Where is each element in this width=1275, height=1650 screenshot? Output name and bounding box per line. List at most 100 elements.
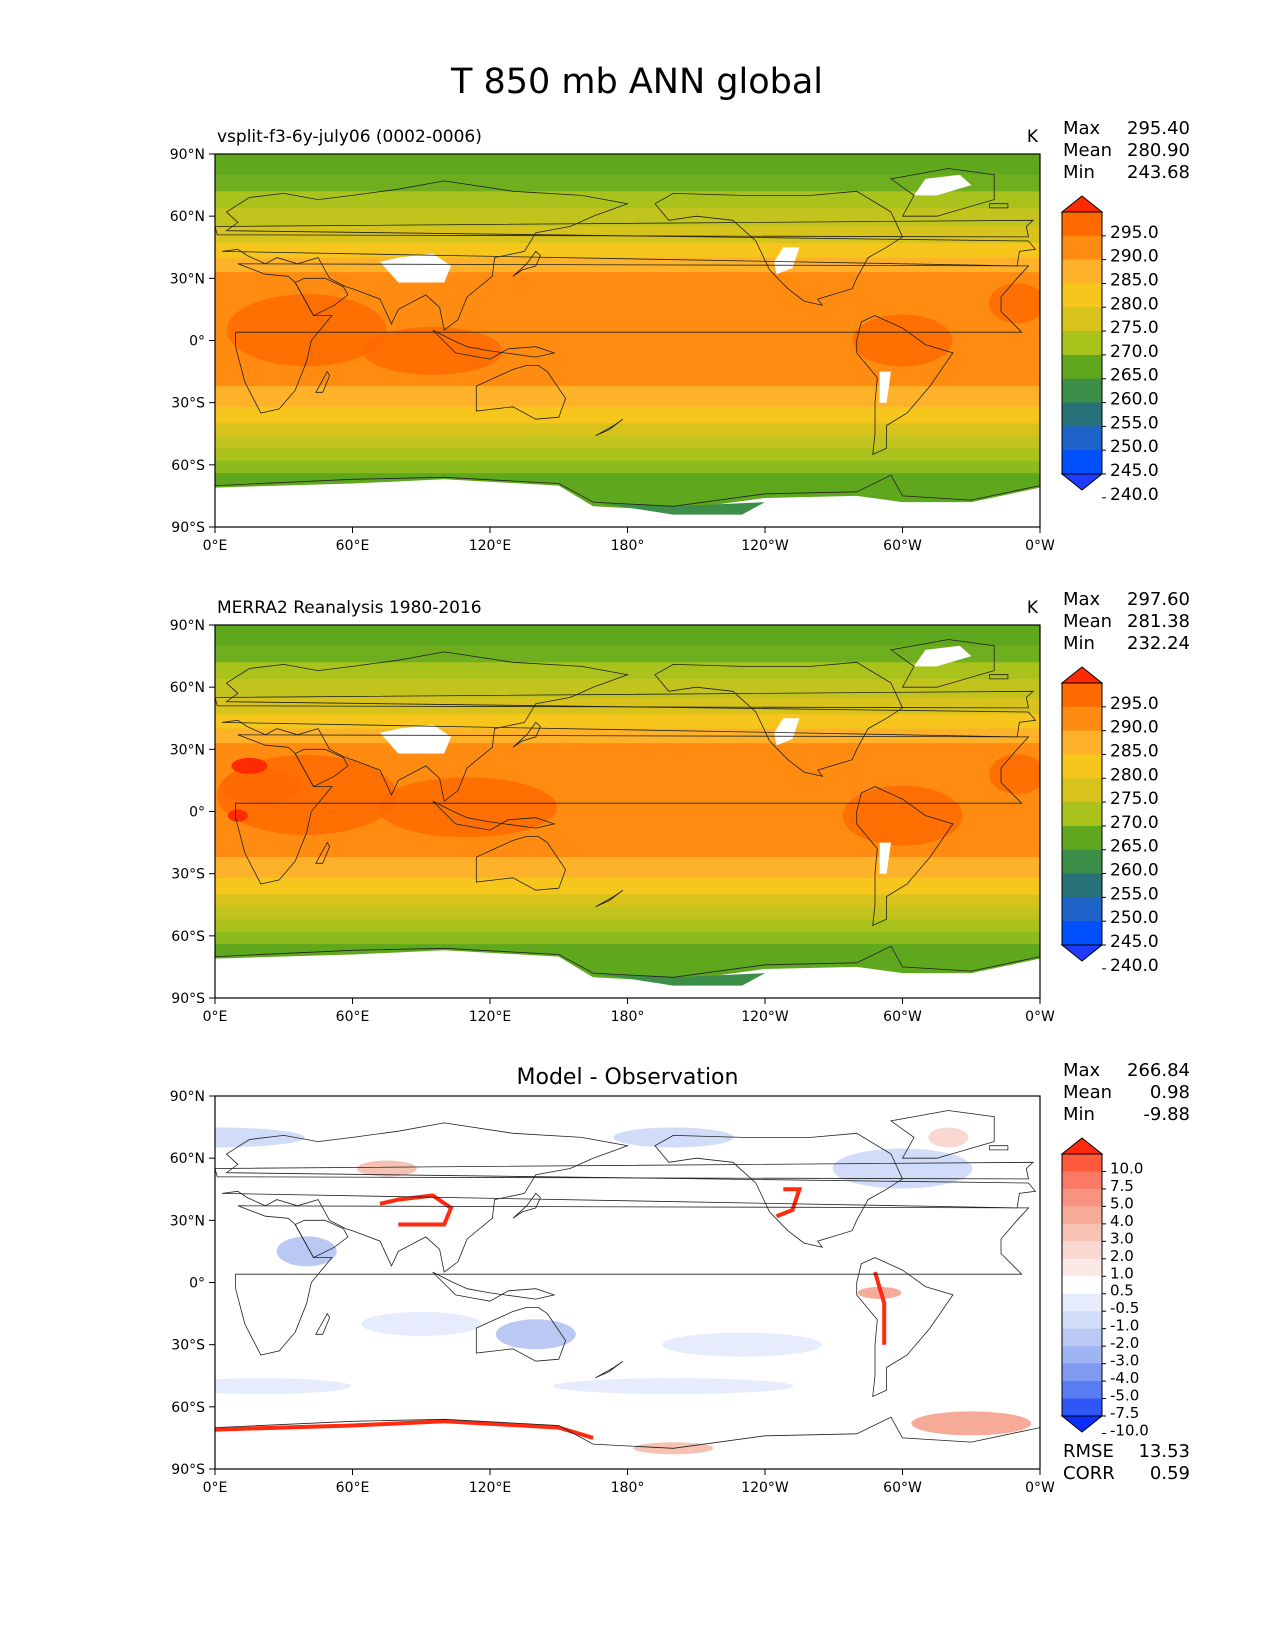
field-hot-core [231, 757, 268, 774]
stat-value: 266.84 [1127, 1060, 1190, 1081]
x-tick-label: 60°E [336, 1480, 370, 1496]
colorbar-swatch [1062, 921, 1102, 946]
y-tick-label: 90°S [171, 520, 205, 536]
colorbar-label: 2.0 [1110, 1247, 1134, 1265]
map-field [215, 154, 1040, 527]
field-anomaly [832, 1148, 973, 1189]
colorbar-label: 275.0 [1110, 318, 1159, 338]
coastline-madagascar [315, 370, 331, 393]
colorbar-label: 4.0 [1110, 1212, 1134, 1230]
missing-high-terrain [879, 371, 891, 403]
colorbar-extend-bottom [1060, 1415, 1104, 1433]
colorbar-swatch [1062, 1188, 1102, 1207]
panel-left-title: vsplit-f3-6y-july06 (0002-0006) [217, 127, 482, 147]
colorbar-swatch [1062, 849, 1102, 875]
field-edge-anomaly [775, 1187, 803, 1219]
colorbar-label: 270.0 [1110, 813, 1159, 833]
colorbar-swatch [1062, 1241, 1102, 1260]
field-band [215, 207, 1040, 228]
y-tick-label: 0° [189, 334, 205, 350]
colorbar-swatch [1062, 331, 1102, 356]
coastlines [215, 168, 1040, 527]
colorbar-label: 270.0 [1110, 342, 1159, 362]
field-edge-anomaly [215, 1419, 594, 1440]
stat-label: Mean [1063, 140, 1112, 161]
field-band [215, 714, 1040, 730]
colorbar-label: -2.0 [1110, 1334, 1139, 1352]
colorbar-label: 265.0 [1110, 366, 1159, 386]
stat-label: Min [1063, 633, 1095, 654]
field-anomaly [613, 1127, 734, 1148]
colorbar-extend-top [1060, 1137, 1104, 1155]
coastline-uk [215, 219, 1035, 238]
y-tick-label: 60°S [171, 1400, 205, 1416]
colorbar: 10.07.55.04.03.02.01.00.5-0.5-1.0-2.0-3.… [1060, 1137, 1149, 1439]
colorbar-label: 290.0 [1110, 718, 1159, 738]
coastline-nz [595, 889, 624, 908]
stat-value: -9.88 [1143, 1104, 1190, 1125]
x-tick-label: 0°W [1025, 538, 1055, 554]
coastline-greenland [890, 639, 995, 688]
y-tick-label: 90°S [171, 1462, 205, 1478]
coastline-arabia [294, 1219, 349, 1259]
x-tick-label: 180° [611, 1480, 645, 1496]
colorbar-swatch [1062, 1363, 1102, 1382]
colorbar-label: -0.5 [1110, 1299, 1139, 1317]
footer-stat-label: RMSE [1063, 1441, 1114, 1462]
stat-label: Mean [1063, 611, 1112, 632]
coastline-uk [215, 1161, 1035, 1180]
stat-value: 297.60 [1127, 589, 1190, 610]
colorbar-swatch [1062, 259, 1102, 284]
y-tick-label: 90°N [170, 147, 205, 163]
field-warm-core [377, 777, 558, 838]
y-tick-label: 30°S [171, 396, 205, 412]
colorbar-swatch [1062, 825, 1102, 851]
missing-antarctica [215, 950, 1040, 998]
colorbar-swatch [1062, 1346, 1102, 1365]
coastline-samerica [856, 315, 954, 456]
field-anomaly [553, 1378, 794, 1395]
coastline-namerica [654, 190, 904, 306]
coastline-eurasia [221, 1122, 1037, 1273]
field-band [215, 645, 1040, 663]
colorbar-extend-top [1060, 195, 1104, 213]
coastline-africa [235, 1205, 1030, 1356]
colorbar-label: -5.0 [1110, 1387, 1139, 1405]
colorbar-swatch [1062, 1381, 1102, 1400]
field-ross-ice [593, 973, 765, 986]
field-band [215, 423, 1040, 437]
y-tick-label: 30°S [171, 1338, 205, 1354]
x-tick-label: 60°E [336, 1009, 370, 1025]
field-band [215, 662, 1040, 680]
panel-test: 0°E 60°E 120°E 180° 120°W 60°W 0°W 90°N 60°N 30°N… [170, 118, 1190, 554]
y-tick-label: 0° [189, 1276, 205, 1292]
colorbar-swatch [1062, 778, 1102, 803]
coastline-africa [235, 263, 1030, 414]
missing-high-terrain [774, 718, 800, 746]
y-tick-label: 30°N [170, 742, 205, 758]
field-hot-core [227, 809, 248, 822]
colorbar-label: 295.0 [1110, 694, 1159, 714]
colorbar-label: 10.0 [1110, 1159, 1143, 1177]
coastline-greenland [890, 168, 995, 217]
stat-value: 295.40 [1127, 118, 1190, 139]
colorbar-swatch [1062, 1311, 1102, 1330]
panel-left-title: MERRA2 Reanalysis 1980-2016 [217, 598, 482, 618]
footer-stat-label: CORR [1063, 1463, 1115, 1484]
colorbar-label: 255.0 [1110, 884, 1159, 904]
colorbar-label: -10.0 [1110, 1421, 1149, 1439]
y-tick-label: 60°N [170, 209, 205, 225]
field-warm-core [989, 754, 1040, 795]
y-tick-label: 0° [189, 805, 205, 821]
coastline-japan [512, 721, 541, 748]
colorbar-label: 260.0 [1110, 861, 1159, 881]
coastline-japan [512, 250, 541, 277]
missing-high-terrain [774, 247, 800, 275]
coastlines [215, 1110, 1040, 1469]
coastline-iceland [989, 674, 1009, 680]
colorbar-swatch [1062, 1171, 1102, 1190]
missing-antarctica [215, 479, 1040, 527]
field-edge-anomaly [873, 1271, 887, 1345]
x-tick-label: 0°W [1025, 1480, 1055, 1496]
missing-high-terrain [380, 724, 451, 754]
